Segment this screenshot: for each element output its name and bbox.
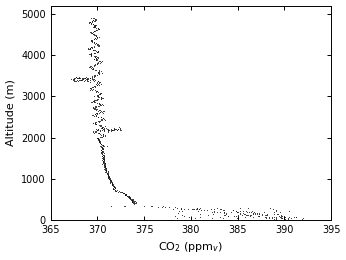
X-axis label: CO$_2$ (ppm$_v$): CO$_2$ (ppm$_v$)	[158, 240, 224, 255]
Y-axis label: Altitude (m): Altitude (m)	[6, 79, 16, 146]
